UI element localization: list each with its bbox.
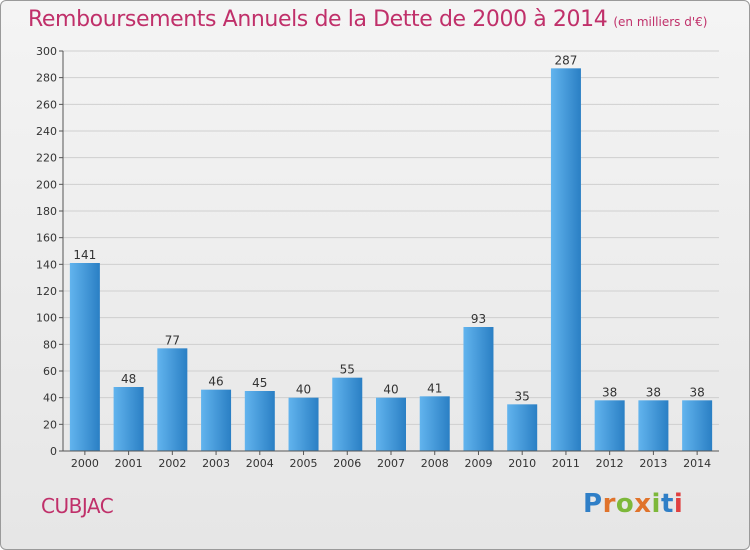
y-tick-label: 140 xyxy=(36,258,57,271)
data-label: 45 xyxy=(252,376,267,390)
logo-letter: r xyxy=(602,489,616,519)
data-label: 41 xyxy=(427,381,442,395)
x-tick-label: 2006 xyxy=(333,457,361,470)
x-tick-label: 2005 xyxy=(290,457,318,470)
axes xyxy=(59,50,719,455)
data-label: 35 xyxy=(515,389,530,403)
y-tick-label: 40 xyxy=(43,392,57,405)
logo-letter: i xyxy=(651,489,661,519)
bar-2005 xyxy=(288,397,319,451)
y-tick-label: 300 xyxy=(36,45,57,58)
bar-2002 xyxy=(157,348,188,451)
proxiti-logo: Proxiti xyxy=(583,489,683,519)
bar-2003 xyxy=(201,389,232,451)
title-unit: (en milliers d'€) xyxy=(613,15,708,29)
bar-2008 xyxy=(419,396,450,451)
title-main: Remboursements Annuels de la Dette de 20… xyxy=(28,7,608,32)
logo-letter: i xyxy=(673,489,684,519)
x-tick-label: 2004 xyxy=(246,457,274,470)
x-tick-label: 2000 xyxy=(71,457,99,470)
data-label: 46 xyxy=(208,375,223,389)
logo-letter: t xyxy=(660,489,674,519)
bar-2010 xyxy=(507,404,538,451)
y-tick-label: 80 xyxy=(43,338,57,351)
data-label: 93 xyxy=(471,312,486,326)
data-label: 38 xyxy=(602,385,617,399)
bar-2009 xyxy=(463,327,494,451)
y-tick-label: 160 xyxy=(36,232,57,245)
y-tick-label: 240 xyxy=(36,125,57,138)
bar-2014 xyxy=(682,400,713,451)
x-tick-label: 2008 xyxy=(421,457,449,470)
bar-2011 xyxy=(550,68,581,451)
x-tick-label: 2007 xyxy=(377,457,405,470)
data-label: 48 xyxy=(121,372,136,386)
bar-2013 xyxy=(638,400,669,451)
logo-letter: x xyxy=(634,489,652,519)
y-tick-label: 260 xyxy=(36,98,57,111)
y-tick-label: 200 xyxy=(36,178,57,191)
bar-2004 xyxy=(244,391,275,451)
bar-2000 xyxy=(69,263,100,451)
bar-2007 xyxy=(376,397,406,451)
y-tick-label: 120 xyxy=(36,285,57,298)
x-tick-label: 2010 xyxy=(508,457,536,470)
x-tick-label: 2003 xyxy=(202,457,230,470)
y-tick-label: 180 xyxy=(36,205,57,218)
data-label: 141 xyxy=(73,248,96,262)
data-label: 38 xyxy=(689,385,704,399)
data-label: 55 xyxy=(340,363,355,377)
commune-name: CUBJAC xyxy=(41,494,114,518)
bar-2006 xyxy=(332,377,363,451)
x-tick-label: 2001 xyxy=(115,457,143,470)
y-tick-label: 280 xyxy=(36,72,57,85)
x-tick-label: 2009 xyxy=(464,457,492,470)
data-label: 40 xyxy=(296,383,311,397)
data-label: 40 xyxy=(383,383,398,397)
labels: 0 20 40 60 80 100 120 140 160 180 200 220 240 260 280 3… xyxy=(36,45,711,470)
logo-letter: P xyxy=(583,489,603,519)
x-tick-label: 2002 xyxy=(158,457,186,470)
bars xyxy=(69,68,713,451)
y-tick-label: 20 xyxy=(43,418,57,431)
bar-2001 xyxy=(113,387,144,451)
x-tick-label: 2013 xyxy=(639,457,667,470)
data-label: 287 xyxy=(554,53,577,67)
x-tick-label: 2011 xyxy=(552,457,580,470)
chart-title: Remboursements Annuels de la Dette de 20… xyxy=(28,7,707,32)
y-tick-label: 60 xyxy=(43,365,57,378)
data-label: 38 xyxy=(646,385,661,399)
data-label: 77 xyxy=(165,333,180,347)
x-tick-label: 2014 xyxy=(683,457,711,470)
y-tick-label: 100 xyxy=(36,312,57,325)
y-tick-label: 0 xyxy=(50,445,57,458)
y-tick-label: 220 xyxy=(36,152,57,165)
x-tick-label: 2012 xyxy=(596,457,624,470)
bar-2012 xyxy=(594,400,625,451)
logo-letter: o xyxy=(615,489,635,519)
